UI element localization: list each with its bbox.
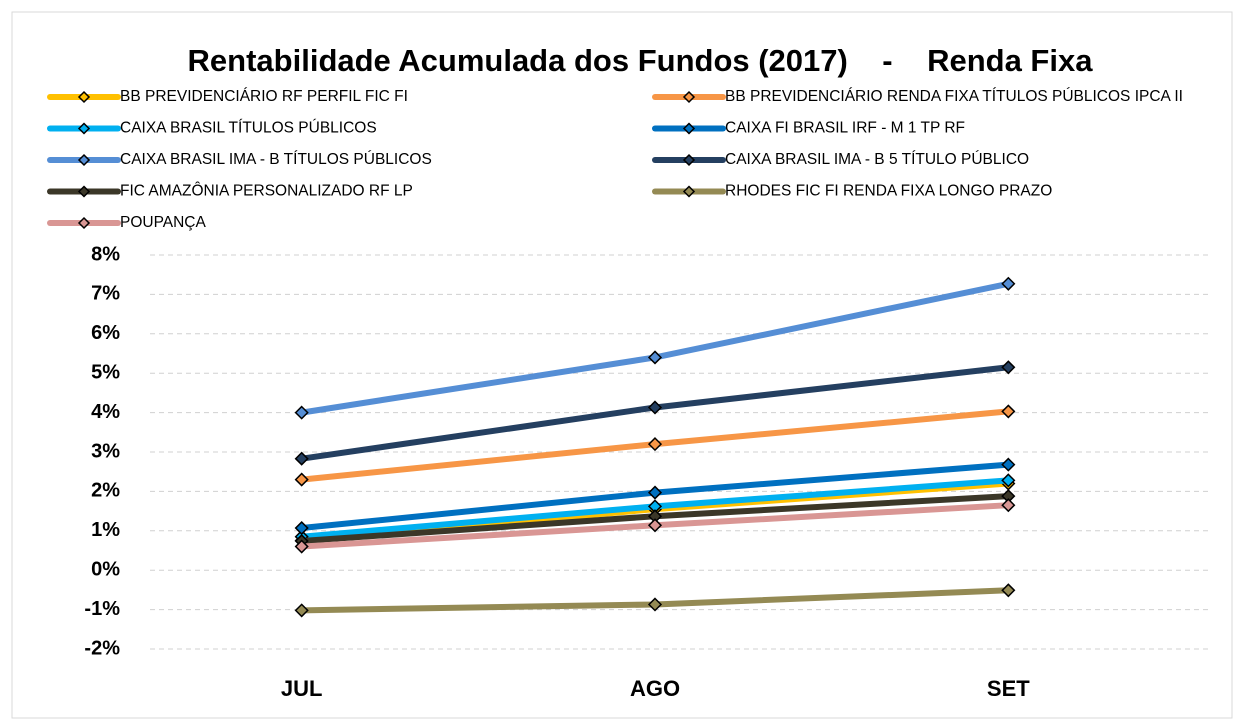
data-point — [1001, 498, 1016, 513]
data-point — [1001, 457, 1016, 472]
data-point — [1001, 360, 1016, 375]
y-tick-label: 0% — [91, 558, 120, 580]
data-point — [647, 597, 663, 612]
data-point — [294, 451, 309, 466]
y-tick-label: 1% — [91, 519, 120, 541]
data-point — [647, 437, 663, 452]
x-tick-label: SET — [987, 676, 1030, 701]
y-tick-label: 6% — [91, 322, 120, 344]
legend-label: CAIXA BRASIL IMA - B 5 TÍTULO PÚBLICO — [725, 151, 1029, 168]
legend-marker — [77, 122, 91, 135]
legend-marker — [682, 185, 696, 198]
legend-label: FIC AMAZÔNIA PERSONALIZADO RF LP — [120, 183, 413, 200]
legend-label: BB PREVIDENCIÁRIO RF PERFIL FIC FI — [120, 88, 408, 105]
y-tick-label: 8% — [91, 243, 120, 265]
data-point — [647, 400, 663, 415]
y-tick-label: 4% — [91, 401, 120, 423]
data-point — [294, 539, 309, 554]
legend-label: CAIXA BRASIL IMA - B TÍTULOS PÚBLICOS — [120, 151, 432, 168]
data-point — [647, 485, 663, 500]
legend-marker — [77, 185, 91, 198]
data-point — [294, 472, 309, 487]
legend-marker — [682, 90, 696, 104]
legend-marker — [77, 153, 91, 167]
y-tick-label: 5% — [91, 361, 120, 383]
y-tick-label: 2% — [91, 480, 120, 502]
legend-label: CAIXA BRASIL TÍTULOS PÚBLICOS — [120, 120, 377, 137]
data-point — [1001, 473, 1016, 488]
legend-marker — [682, 122, 696, 135]
chart-title: Rentabilidade Acumulada dos Fundos (2017… — [187, 43, 1093, 78]
data-point — [294, 405, 309, 420]
legend-label: POUPANÇA — [120, 214, 207, 231]
y-tick-label: 3% — [91, 440, 120, 462]
data-point — [1001, 276, 1016, 291]
x-tick-label: JUL — [281, 676, 323, 701]
y-tick-label: 7% — [91, 283, 120, 305]
x-tick-label: AGO — [630, 676, 680, 701]
data-point — [647, 518, 663, 533]
legend-label: CAIXA FI BRASIL IRF - M 1 TP RF — [725, 120, 965, 137]
legend-label: BB PREVIDENCIÁRIO RENDA FIXA TÍTULOS PÚB… — [725, 88, 1183, 105]
data-point — [294, 603, 309, 618]
data-point — [647, 350, 663, 365]
legend-label: RHODES FIC FI RENDA FIXA LONGO PRAZO — [725, 183, 1052, 200]
data-point — [1001, 583, 1016, 598]
y-tick-label: -2% — [84, 637, 120, 659]
legend-marker — [77, 216, 91, 230]
data-point — [1001, 404, 1016, 419]
legend-marker — [77, 90, 91, 104]
y-tick-label: -1% — [84, 598, 120, 620]
legend-marker — [682, 153, 696, 167]
